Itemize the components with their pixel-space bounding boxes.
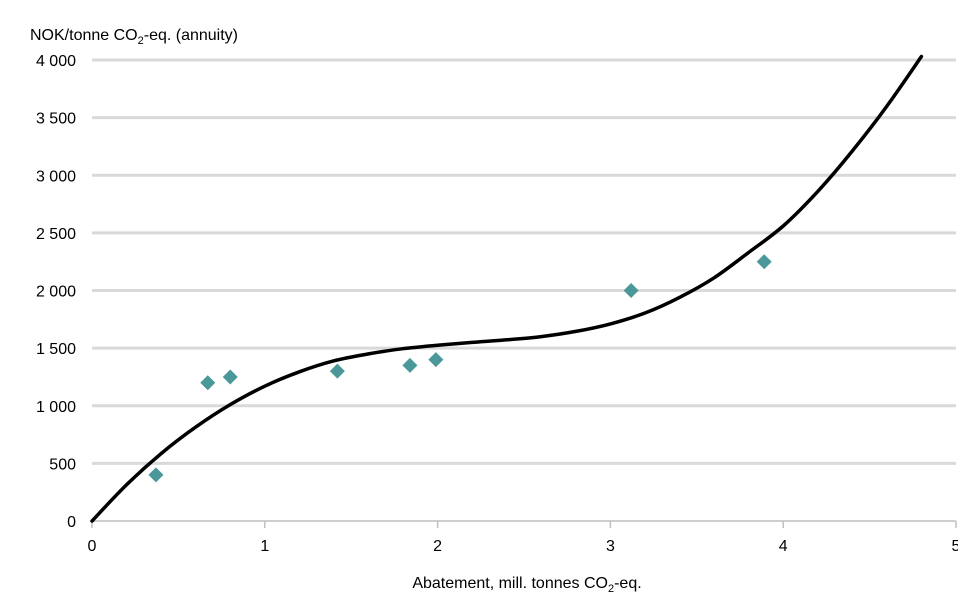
x-tick-label: 3 xyxy=(606,538,615,555)
x-axis-title: Abatement, mill. tonnes CO2-eq. xyxy=(412,575,641,592)
data-points xyxy=(148,254,772,483)
x-tick-label: 4 xyxy=(779,538,788,555)
x-tick-label: 0 xyxy=(88,538,97,555)
y-tick-label: 3 500 xyxy=(36,111,76,128)
data-point xyxy=(200,375,216,391)
x-tick-label: 5 xyxy=(952,538,958,555)
y-tick-label: 4 000 xyxy=(36,53,76,70)
data-point xyxy=(402,357,418,373)
data-point xyxy=(329,363,345,379)
y-axis-title: NOK/tonne CO2-eq. (annuity) xyxy=(30,27,238,47)
x-tick-label: 1 xyxy=(260,538,269,555)
axes xyxy=(91,520,957,528)
data-point xyxy=(756,254,772,270)
data-point xyxy=(222,369,238,385)
y-tick-labels: 0 500 1 000 1 500 2 000 2 500 3 000 3 500 4 000 xyxy=(36,53,76,531)
y-tick-label: 1 500 xyxy=(36,341,76,358)
y-tick-label: 2 500 xyxy=(36,226,76,243)
y-tick-label: 2 000 xyxy=(36,284,76,301)
y-tick-label: 3 000 xyxy=(36,168,76,185)
x-tick-label: 2 xyxy=(433,538,442,555)
trend-curve xyxy=(90,54,924,523)
data-point xyxy=(428,352,444,368)
data-point xyxy=(623,283,639,298)
y-tick-label: 1 000 xyxy=(36,399,76,416)
y-tick-label: 0 xyxy=(67,514,76,531)
data-point xyxy=(148,467,164,483)
grid-lines xyxy=(92,58,956,465)
x-tick-labels: 0 1 2 3 4 5 xyxy=(88,538,958,555)
y-tick-label: 500 xyxy=(49,456,76,473)
